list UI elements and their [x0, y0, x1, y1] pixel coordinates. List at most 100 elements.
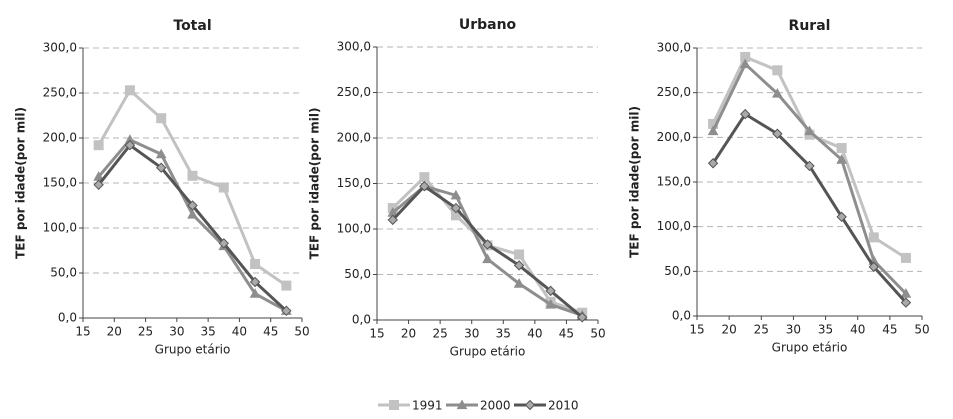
- legend-label: 1991: [412, 399, 443, 413]
- point: [772, 128, 783, 139]
- point: [545, 285, 556, 297]
- y-tick-label: 150,0: [337, 176, 371, 190]
- x-axis-label: Grupo etário: [450, 345, 526, 359]
- y-axis-label: TEF por idade(por mil): [14, 107, 28, 259]
- x-tick-label: 15: [75, 325, 90, 339]
- x-tick-label: 40: [850, 323, 865, 337]
- chart-title: Urbano: [459, 17, 517, 33]
- y-tick-label: 150,0: [657, 175, 691, 189]
- x-tick-label: 20: [401, 327, 416, 341]
- x-tick-label: 40: [527, 327, 542, 341]
- point: [804, 160, 815, 172]
- point: [514, 249, 525, 260]
- y-axis-label: TEF por idade(por mil): [628, 106, 642, 258]
- point: [156, 113, 167, 124]
- point: [707, 125, 719, 136]
- x-axis-label: Grupo etário: [155, 343, 231, 357]
- chart-title: Rural: [789, 18, 831, 34]
- y-tick-label: 300,0: [657, 41, 691, 55]
- point: [387, 214, 398, 226]
- y-tick-label: 0,0: [58, 311, 77, 325]
- point: [772, 65, 783, 76]
- point: [836, 154, 847, 164]
- legend-label: 2000: [480, 399, 511, 413]
- series-line: [711, 61, 908, 295]
- x-tick-label: 25: [754, 323, 769, 337]
- x-tick-label: 35: [818, 323, 833, 337]
- point: [868, 261, 879, 273]
- series-line: [711, 55, 907, 260]
- point: [281, 280, 292, 291]
- x-tick-label: 35: [201, 325, 216, 339]
- point: [836, 143, 847, 154]
- legend-marker: [524, 399, 536, 411]
- point: [836, 211, 847, 223]
- point: [124, 139, 136, 151]
- y-tick-label: 50,0: [664, 264, 691, 278]
- point: [513, 260, 525, 271]
- point: [900, 288, 912, 298]
- x-tick-label: 25: [138, 325, 153, 339]
- x-tick-label: 50: [914, 323, 929, 337]
- legend-marker: [456, 399, 468, 410]
- point: [804, 125, 815, 136]
- x-tick-label: 50: [590, 327, 605, 341]
- point: [450, 189, 462, 200]
- x-tick-label: 25: [433, 327, 448, 341]
- point: [155, 148, 167, 159]
- point: [218, 238, 229, 249]
- y-tick-label: 50,0: [344, 267, 371, 281]
- series-line: [97, 87, 288, 287]
- point: [868, 232, 879, 243]
- y-tick-label: 200,0: [657, 130, 691, 144]
- point: [156, 162, 167, 173]
- y-tick-label: 50,0: [50, 266, 77, 280]
- point: [187, 170, 198, 181]
- point: [187, 208, 198, 219]
- x-tick-label: 20: [107, 325, 122, 339]
- y-tick-label: 100,0: [43, 221, 77, 235]
- x-tick-label: 45: [263, 325, 278, 339]
- y-axis-label: TEF por idade(por mil): [308, 108, 322, 260]
- point: [93, 140, 104, 151]
- point: [545, 299, 556, 309]
- point: [124, 85, 135, 96]
- point: [740, 108, 751, 120]
- point: [419, 172, 430, 183]
- y-tick-label: 100,0: [657, 219, 691, 233]
- point: [187, 200, 198, 211]
- series-line: [711, 112, 908, 304]
- x-tick-label: 20: [722, 323, 737, 337]
- point: [249, 288, 261, 298]
- y-tick-label: 200,0: [337, 131, 371, 145]
- point: [513, 278, 525, 288]
- point: [249, 276, 261, 288]
- point: [450, 202, 462, 214]
- point: [419, 181, 430, 192]
- legend-label: 2010: [548, 399, 579, 413]
- y-tick-label: 100,0: [337, 222, 371, 236]
- y-tick-label: 250,0: [337, 85, 371, 99]
- x-tick-label: 45: [559, 327, 574, 341]
- point: [281, 305, 292, 317]
- x-axis-label: Grupo etário: [772, 341, 848, 355]
- point: [482, 239, 493, 250]
- point: [772, 88, 783, 98]
- y-tick-label: 250,0: [43, 86, 77, 100]
- point: [93, 179, 104, 191]
- point: [739, 58, 751, 69]
- point: [900, 297, 912, 308]
- x-tick-label: 30: [464, 327, 479, 341]
- y-tick-label: 250,0: [657, 85, 691, 99]
- y-tick-label: 0,0: [352, 313, 371, 327]
- legend-marker: [389, 400, 399, 410]
- point: [900, 252, 911, 263]
- y-tick-label: 200,0: [43, 131, 77, 145]
- series-line: [391, 184, 583, 317]
- x-tick-label: 50: [294, 325, 309, 339]
- y-tick-label: 150,0: [43, 176, 77, 190]
- y-tick-label: 300,0: [337, 40, 371, 54]
- y-tick-label: 0,0: [672, 309, 691, 323]
- x-tick-label: 30: [786, 323, 801, 337]
